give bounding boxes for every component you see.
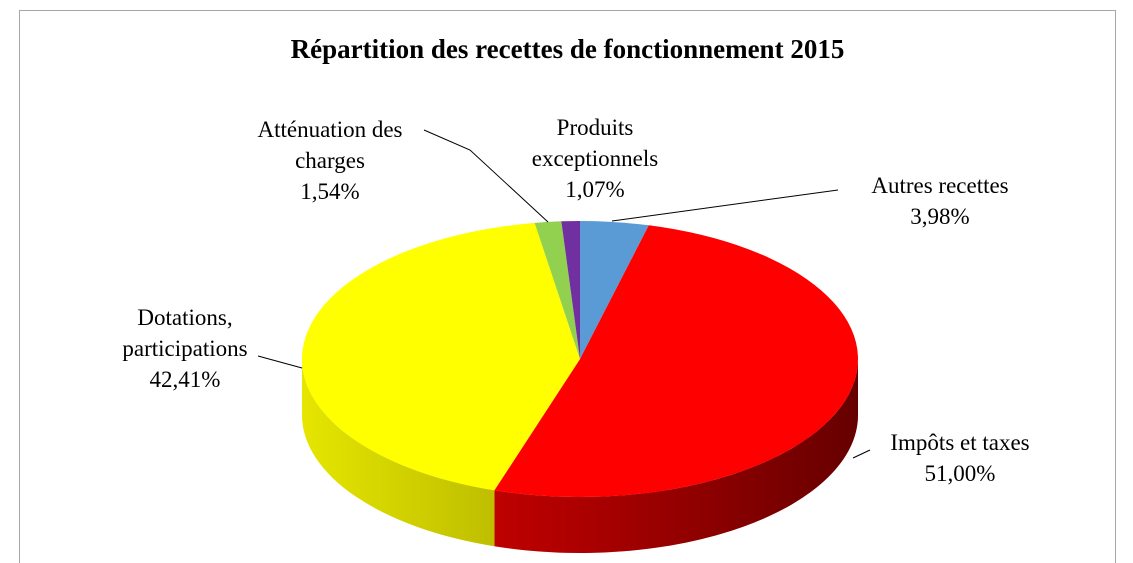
data-label: Produits exceptionnels 1,07%	[510, 112, 680, 205]
slice-side-shade	[302, 359, 495, 547]
label-value: 1,54%	[300, 179, 360, 204]
label-value: 3,98%	[910, 204, 970, 229]
label-value: 42,41%	[149, 367, 221, 392]
label-value: 51,00%	[924, 461, 996, 486]
label-name: Dotations, participations	[122, 305, 248, 361]
slice-side-shade	[494, 359, 858, 553]
slice	[494, 225, 858, 498]
data-label: Atténuation des charges 1,54%	[230, 114, 430, 207]
leader-line	[611, 189, 839, 222]
slice	[580, 221, 649, 359]
data-label: Autres recettes 3,98%	[810, 170, 1070, 232]
data-label: Impôts et taxes 51,00%	[830, 427, 1090, 489]
leader-line	[852, 449, 871, 459]
leader-line	[257, 355, 303, 369]
label-name: Impôts et taxes	[890, 430, 1030, 455]
leader-line	[423, 129, 549, 223]
label-name: Atténuation des charges	[257, 117, 403, 173]
chart-title: Répartition des recettes de fonctionneme…	[290, 34, 845, 64]
slice	[561, 221, 580, 359]
label-value: 1,07%	[565, 177, 625, 202]
slice	[301, 222, 580, 491]
chart-border	[19, 10, 1116, 563]
label-name: Autres recettes	[871, 173, 1009, 198]
label-name: Produits exceptionnels	[531, 115, 659, 171]
slice	[534, 221, 580, 359]
data-label: Dotations, participations 42,41%	[95, 302, 275, 395]
